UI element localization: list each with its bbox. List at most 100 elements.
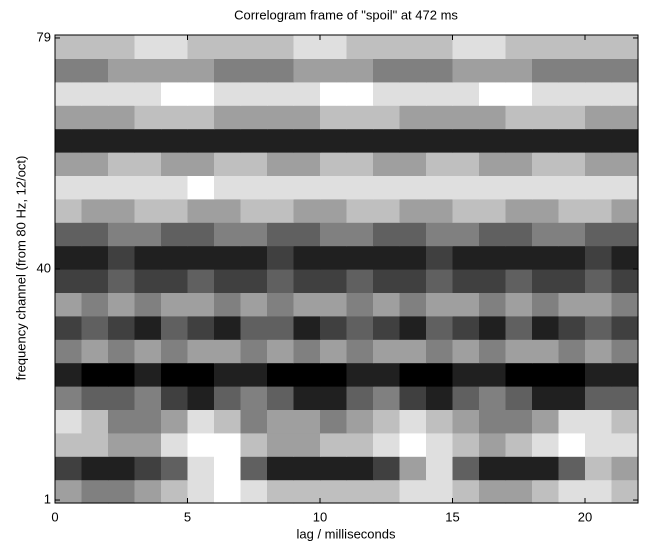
heatmap-cell xyxy=(81,175,109,200)
heatmap-cell xyxy=(373,245,401,270)
heatmap-cell xyxy=(55,128,83,153)
heatmap-cell xyxy=(55,222,83,247)
heatmap-cell xyxy=(373,175,401,200)
heatmap-cell xyxy=(532,479,560,504)
heatmap-cell xyxy=(426,81,454,106)
heatmap-cell xyxy=(214,362,242,387)
heatmap-cell xyxy=(293,339,321,364)
heatmap-cell xyxy=(108,386,136,410)
heatmap-cell xyxy=(399,456,427,481)
heatmap-cell xyxy=(399,386,427,410)
heatmap-cell xyxy=(479,245,507,270)
heatmap-cell xyxy=(161,128,189,153)
heatmap-cell xyxy=(161,198,189,223)
heatmap-cell xyxy=(346,198,374,223)
heatmap-cell xyxy=(293,409,321,434)
heatmap-cell xyxy=(346,386,374,410)
heatmap-cell xyxy=(426,315,454,340)
heatmap-cell xyxy=(426,198,454,223)
heatmap-cell xyxy=(505,339,533,364)
heatmap-cell xyxy=(346,362,374,387)
heatmap-cell xyxy=(240,35,268,59)
y-tick-label: 1 xyxy=(44,491,51,506)
heatmap-cell xyxy=(240,81,268,106)
heatmap-cell xyxy=(55,315,83,340)
heatmap-cell xyxy=(585,292,613,317)
heatmap-cell xyxy=(240,339,268,364)
heatmap-cell xyxy=(373,105,401,130)
heatmap-cell xyxy=(134,456,162,481)
heatmap-cell xyxy=(214,198,242,223)
heatmap-cell xyxy=(187,269,215,293)
heatmap-cell xyxy=(532,315,560,340)
heatmap-cell xyxy=(293,292,321,317)
heatmap-cell xyxy=(320,339,348,364)
heatmap-cell xyxy=(214,175,242,200)
heatmap-cell xyxy=(267,386,295,410)
heatmap-cell xyxy=(373,198,401,223)
heatmap-cell xyxy=(161,386,189,410)
heatmap-cell xyxy=(240,362,268,387)
heatmap-cell xyxy=(585,409,613,434)
heatmap-cell xyxy=(611,198,639,223)
heatmap-cell xyxy=(55,152,83,176)
heatmap-cell xyxy=(611,35,639,59)
heatmap-cell xyxy=(108,198,136,223)
heatmap-cell xyxy=(532,222,560,247)
heatmap-cell xyxy=(479,409,507,434)
heatmap-cell xyxy=(81,35,109,59)
heatmap-cell xyxy=(214,128,242,153)
heatmap-cell xyxy=(187,432,215,457)
heatmap-cell xyxy=(161,35,189,59)
heatmap-cell xyxy=(373,315,401,340)
heatmap-cell xyxy=(399,362,427,387)
heatmap-cell xyxy=(134,362,162,387)
heatmap-cell xyxy=(267,479,295,504)
heatmap-cell xyxy=(187,58,215,83)
heatmap-cell xyxy=(81,362,109,387)
heatmap-cell xyxy=(161,456,189,481)
heatmap-cell xyxy=(373,432,401,457)
heatmap-cell xyxy=(55,175,83,200)
heatmap-cell xyxy=(161,315,189,340)
heatmap-cell xyxy=(134,175,162,200)
heatmap-cell xyxy=(532,58,560,83)
heatmap-cell xyxy=(426,35,454,59)
heatmap-cell xyxy=(399,105,427,130)
heatmap-cell xyxy=(399,339,427,364)
heatmap-cell xyxy=(320,456,348,481)
heatmap-cell xyxy=(81,269,109,293)
heatmap-cell xyxy=(558,222,586,247)
heatmap-cell xyxy=(611,386,639,410)
heatmap-cell xyxy=(267,456,295,481)
heatmap-cell xyxy=(479,386,507,410)
heatmap-cell xyxy=(293,456,321,481)
heatmap-cell xyxy=(108,292,136,317)
heatmap-cell xyxy=(399,35,427,59)
heatmap-cell xyxy=(558,35,586,59)
heatmap-cell xyxy=(55,409,83,434)
heatmap-cell xyxy=(611,339,639,364)
heatmap-cell xyxy=(585,58,613,83)
heatmap-cell xyxy=(108,152,136,176)
heatmap-cell xyxy=(293,315,321,340)
heatmap-cell xyxy=(214,479,242,504)
heatmap-cell xyxy=(426,222,454,247)
heatmap-cell xyxy=(373,292,401,317)
heatmap-cell xyxy=(81,105,109,130)
heatmap-cell xyxy=(585,175,613,200)
heatmap-cell xyxy=(346,456,374,481)
heatmap-cell xyxy=(532,175,560,200)
heatmap-cell xyxy=(426,339,454,364)
heatmap-cell xyxy=(346,339,374,364)
heatmap-cell xyxy=(505,479,533,504)
heatmap-cell xyxy=(479,152,507,176)
heatmap-cell xyxy=(373,479,401,504)
heatmap-cell xyxy=(611,292,639,317)
x-tick-label: 15 xyxy=(445,509,459,524)
heatmap-cell xyxy=(320,222,348,247)
heatmap-cell xyxy=(426,269,454,293)
heatmap-cell xyxy=(134,432,162,457)
heatmap-cell xyxy=(108,432,136,457)
heatmap-cell xyxy=(479,198,507,223)
